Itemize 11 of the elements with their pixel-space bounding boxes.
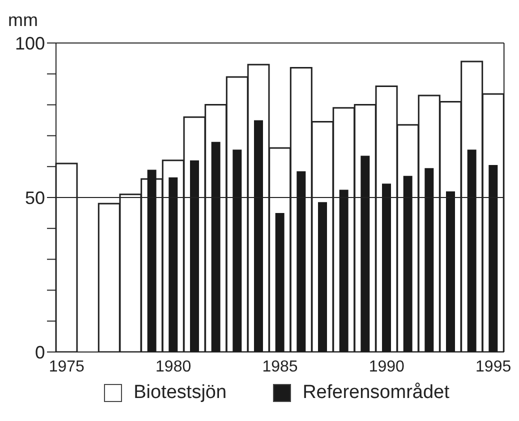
- y-tick-label: 0: [34, 342, 45, 362]
- legend-label: Referensområdet: [302, 382, 450, 404]
- x-tick-label: 1995: [476, 358, 512, 376]
- x-tick-label: 1975: [48, 358, 85, 376]
- y-tick-label: 50: [24, 188, 45, 208]
- x-tick-label: 1990: [368, 358, 405, 376]
- x-tick-label: 1980: [156, 358, 192, 376]
- y-tick-label: 100: [14, 33, 45, 54]
- y-axis-title: mm: [8, 10, 38, 31]
- x-tick-label: 1985: [262, 358, 298, 376]
- series-label: Biotestsjön: [134, 382, 227, 404]
